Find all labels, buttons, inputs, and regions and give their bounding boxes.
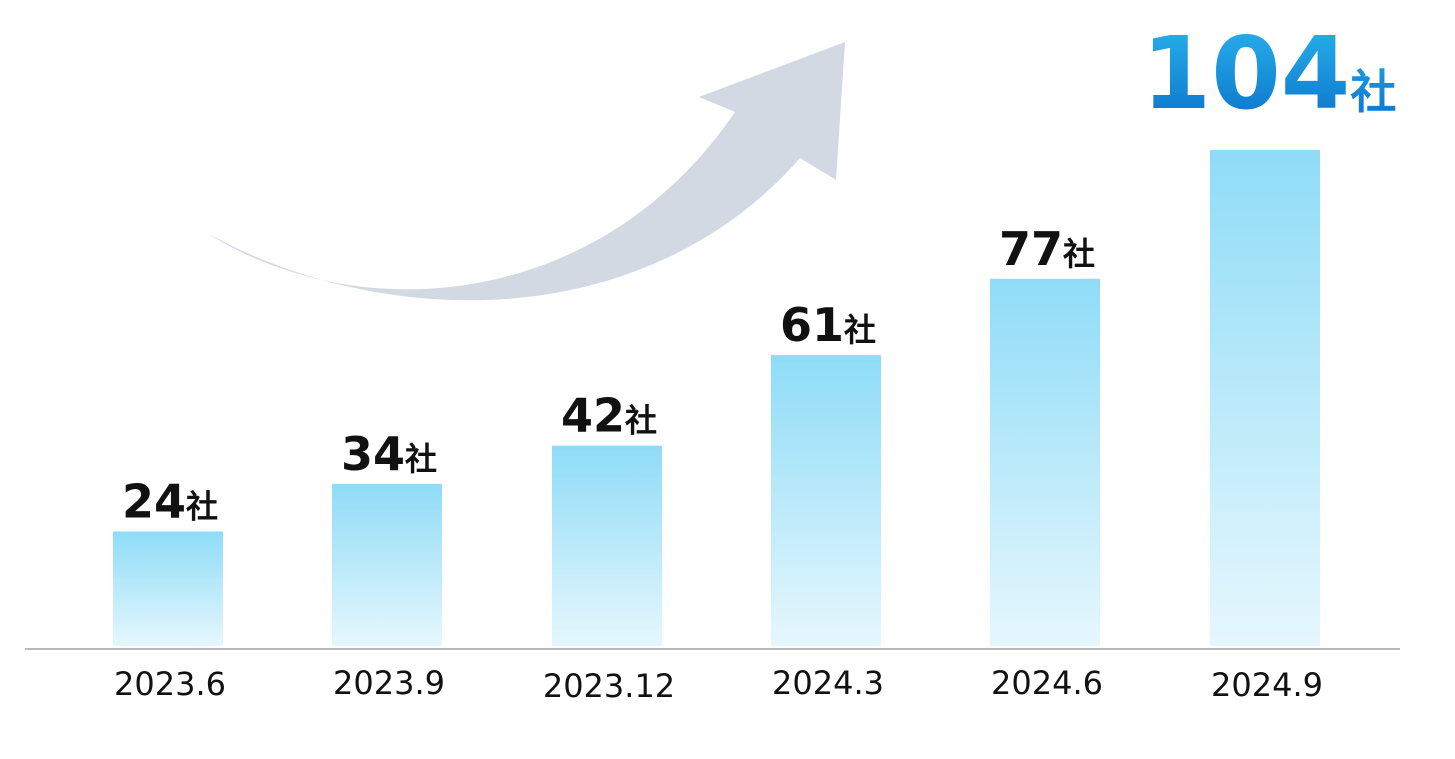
- data-label-unit: 社: [625, 402, 657, 440]
- bars-layer: [113, 150, 1320, 646]
- x-tick-label-2023.12: 2023.12: [543, 667, 675, 705]
- data-label-unit: 社: [405, 440, 437, 478]
- bar-2023.6: [113, 531, 223, 646]
- data-label-number: 42: [561, 389, 625, 443]
- data-label-number: 104: [1142, 15, 1351, 132]
- data-label-2024.9: 104社: [1142, 15, 1397, 132]
- data-label-2024.3: 61社: [780, 298, 876, 352]
- bar-2024.3: [771, 355, 881, 646]
- bar-2023.9: [332, 483, 442, 646]
- x-tick-label-2024.6: 2024.6: [991, 664, 1103, 702]
- x-tick-labels: 2023.6 2023.9 2023.12 2024.3 2024.6 2024.9: [114, 664, 1323, 705]
- bar-2024.6: [990, 278, 1100, 646]
- data-label-unit: 社: [1350, 65, 1396, 119]
- data-label-number: 61: [780, 298, 844, 352]
- data-label-2024.6: 77社: [999, 222, 1095, 276]
- data-label-number: 34: [341, 427, 405, 481]
- data-label-2023.12: 42社: [561, 389, 657, 443]
- data-label-number: 24: [122, 475, 186, 529]
- data-label-number: 77: [999, 222, 1063, 276]
- data-label-unit: 社: [844, 311, 876, 349]
- bar-2023.12: [552, 445, 662, 646]
- data-label-unit: 社: [186, 488, 218, 526]
- data-label-2023.9: 34社: [341, 427, 437, 481]
- data-label-unit: 社: [1063, 235, 1095, 273]
- trend-arrow-icon: [205, 42, 845, 301]
- x-tick-label-2023.6: 2023.6: [114, 665, 226, 703]
- bar-2024.9: [1210, 150, 1320, 646]
- data-label-2023.6: 24社: [122, 475, 218, 529]
- x-tick-label-2024.9: 2024.9: [1211, 666, 1323, 704]
- x-tick-label-2023.9: 2023.9: [333, 664, 445, 702]
- x-tick-label-2024.3: 2024.3: [772, 664, 884, 702]
